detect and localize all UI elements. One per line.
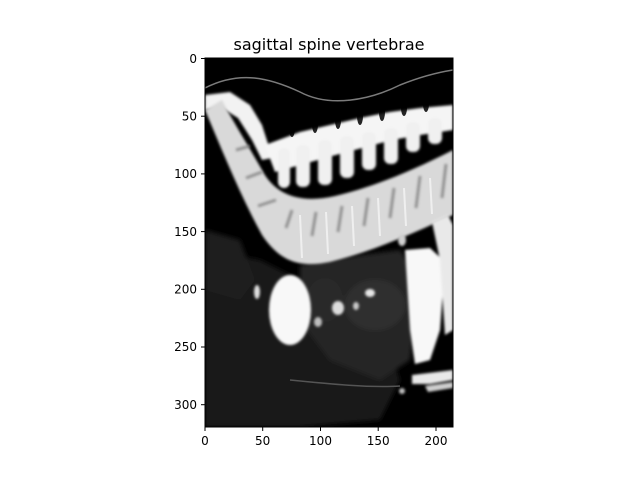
ct-image: [205, 58, 453, 427]
y-axis: 0 50 100 150 200 250 300: [174, 52, 205, 412]
y-tick-label: 150: [174, 225, 197, 239]
x-axis: 0 50 100 150 200: [201, 427, 447, 448]
x-tick-label: 50: [255, 434, 270, 448]
y-tick-label: 50: [182, 110, 197, 124]
y-tick-label: 200: [174, 283, 197, 297]
x-tick-label: 0: [201, 434, 209, 448]
chart-title: sagittal spine vertebrae: [233, 35, 424, 54]
y-tick-label: 300: [174, 398, 197, 412]
x-tick-label: 100: [309, 434, 332, 448]
y-tick-label: 250: [174, 340, 197, 354]
y-tick-label: 0: [189, 52, 197, 66]
plot-frame: [204, 57, 454, 428]
x-tick-label: 150: [367, 434, 390, 448]
x-tick-label: 200: [425, 434, 448, 448]
y-tick-label: 100: [174, 167, 197, 181]
